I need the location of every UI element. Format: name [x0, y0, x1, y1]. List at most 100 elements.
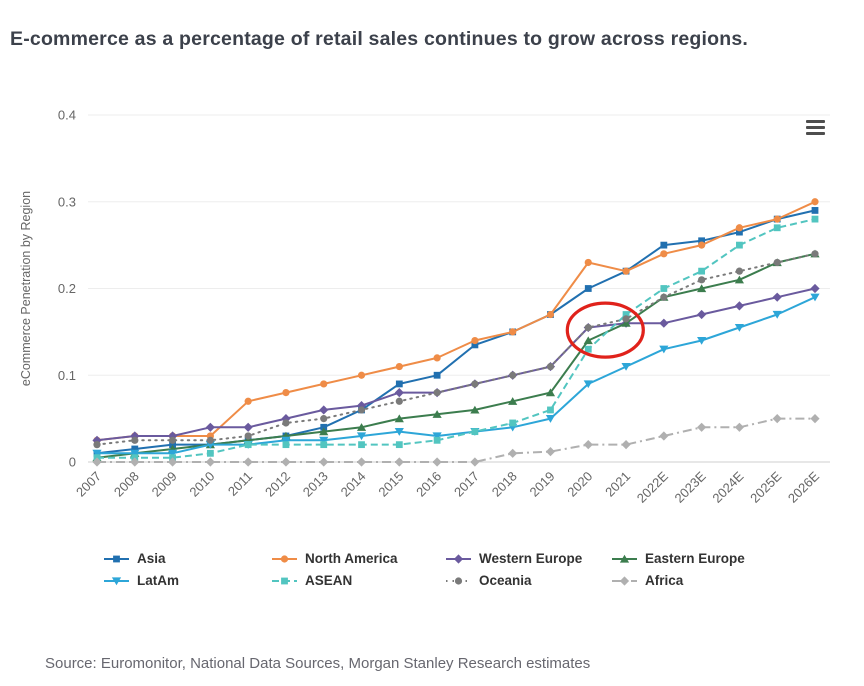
series-marker [811, 215, 819, 223]
series-marker [169, 441, 176, 449]
series-marker [545, 388, 556, 397]
series-marker [471, 341, 479, 349]
chart-context-menu-button[interactable] [806, 119, 827, 136]
series-marker [395, 397, 403, 405]
series-marker [394, 414, 404, 423]
series-marker [320, 380, 328, 388]
series-marker [92, 457, 102, 467]
legend-item-latam[interactable]: LatAm [103, 573, 271, 588]
series-marker [319, 427, 329, 436]
legend-item-asean[interactable]: ASEAN [271, 573, 445, 588]
series-marker [394, 457, 404, 467]
series-marker [356, 423, 367, 431]
series-line-africa [97, 417, 815, 463]
legend-item-north-america[interactable]: North America [271, 551, 445, 566]
series-marker [206, 436, 214, 444]
series-marker [281, 577, 288, 584]
legend-item-western-europe[interactable]: Western Europe [445, 551, 611, 566]
series-marker [111, 576, 122, 585]
series-marker [619, 554, 630, 563]
series-marker [131, 445, 139, 453]
legend-item-oceania[interactable]: Oceania [445, 573, 611, 588]
x-tick-label: 2024E [709, 468, 746, 505]
x-tick-label: 2017 [451, 469, 482, 500]
series-marker [584, 285, 592, 292]
series-marker [206, 449, 214, 457]
series-marker [546, 362, 555, 371]
series-marker [659, 318, 669, 328]
x-tick-label: 2009 [149, 469, 180, 500]
legend-marker-icon-latam [104, 576, 129, 585]
series-marker [244, 432, 252, 440]
series-marker [433, 389, 441, 397]
series-markers-north-america [93, 198, 819, 444]
x-tick-label: 2021 [602, 469, 633, 500]
series-marker [660, 241, 668, 249]
x-tick-label: 2007 [73, 469, 104, 500]
series-marker [167, 431, 178, 441]
legend-label: ASEAN [305, 573, 353, 588]
series-marker [509, 419, 517, 427]
annotation-ellipse [565, 301, 645, 359]
series-marker [735, 224, 744, 232]
series-marker [244, 397, 252, 405]
series-marker [810, 283, 820, 294]
series-marker [205, 457, 215, 467]
series-marker [772, 414, 782, 424]
series-marker [583, 380, 593, 389]
series-marker [660, 293, 668, 301]
series-marker [734, 275, 745, 284]
series-marker [811, 198, 819, 206]
series-marker [93, 441, 101, 449]
series-marker [168, 436, 177, 444]
series-marker [547, 406, 554, 414]
series-marker [243, 457, 253, 467]
series-marker [698, 237, 706, 245]
series-marker [697, 284, 707, 293]
series-marker [320, 441, 328, 449]
page-title: E-commerce as a percentage of retail sal… [10, 28, 749, 50]
legend-label: Asia [137, 551, 166, 566]
series-marker [659, 431, 669, 441]
x-tick-label: 2014 [338, 469, 369, 500]
legend-label: North America [305, 551, 398, 566]
series-line-oceania [96, 252, 816, 446]
hamburger-icon-bar [806, 126, 825, 129]
series-marker [358, 441, 365, 449]
series-marker [734, 323, 745, 332]
series-marker [319, 457, 329, 467]
series-marker [772, 310, 782, 319]
series-marker [583, 336, 593, 345]
legend-item-eastern-europe[interactable]: Eastern Europe [611, 551, 781, 566]
y-axis-title: eCommerce Penetration by Region [19, 191, 33, 386]
series-marker [621, 362, 631, 371]
series-marker [811, 207, 819, 214]
series-marker [282, 389, 290, 397]
series-marker [395, 362, 403, 371]
series-marker [508, 448, 518, 458]
legend-item-asia[interactable]: Asia [103, 551, 271, 566]
series-marker [621, 440, 631, 450]
series-marker [454, 576, 463, 585]
legend-marker-icon-oceania [446, 576, 471, 585]
series-marker [698, 276, 706, 284]
series-line-western-europe [96, 287, 816, 442]
series-marker [130, 431, 140, 441]
series-marker [659, 345, 669, 354]
series-marker [453, 553, 464, 564]
series-marker [698, 241, 706, 249]
series-marker [508, 397, 518, 405]
series-marker [319, 436, 329, 445]
series-marker [772, 292, 782, 302]
line-chart: 0 0.1 0.2 0.3 0.4 eCommerce Penetration by Re… [19, 108, 830, 506]
series-marker [281, 457, 291, 467]
legend-marker-icon-africa [612, 575, 637, 586]
series-marker [773, 215, 781, 223]
legend-label: Western Europe [479, 551, 583, 566]
series-marker [697, 336, 707, 345]
series-marker [280, 554, 289, 563]
series-marker [697, 309, 707, 320]
legend-item-africa[interactable]: Africa [611, 573, 781, 588]
series-marker [810, 293, 820, 302]
series-line-latam [97, 296, 816, 455]
